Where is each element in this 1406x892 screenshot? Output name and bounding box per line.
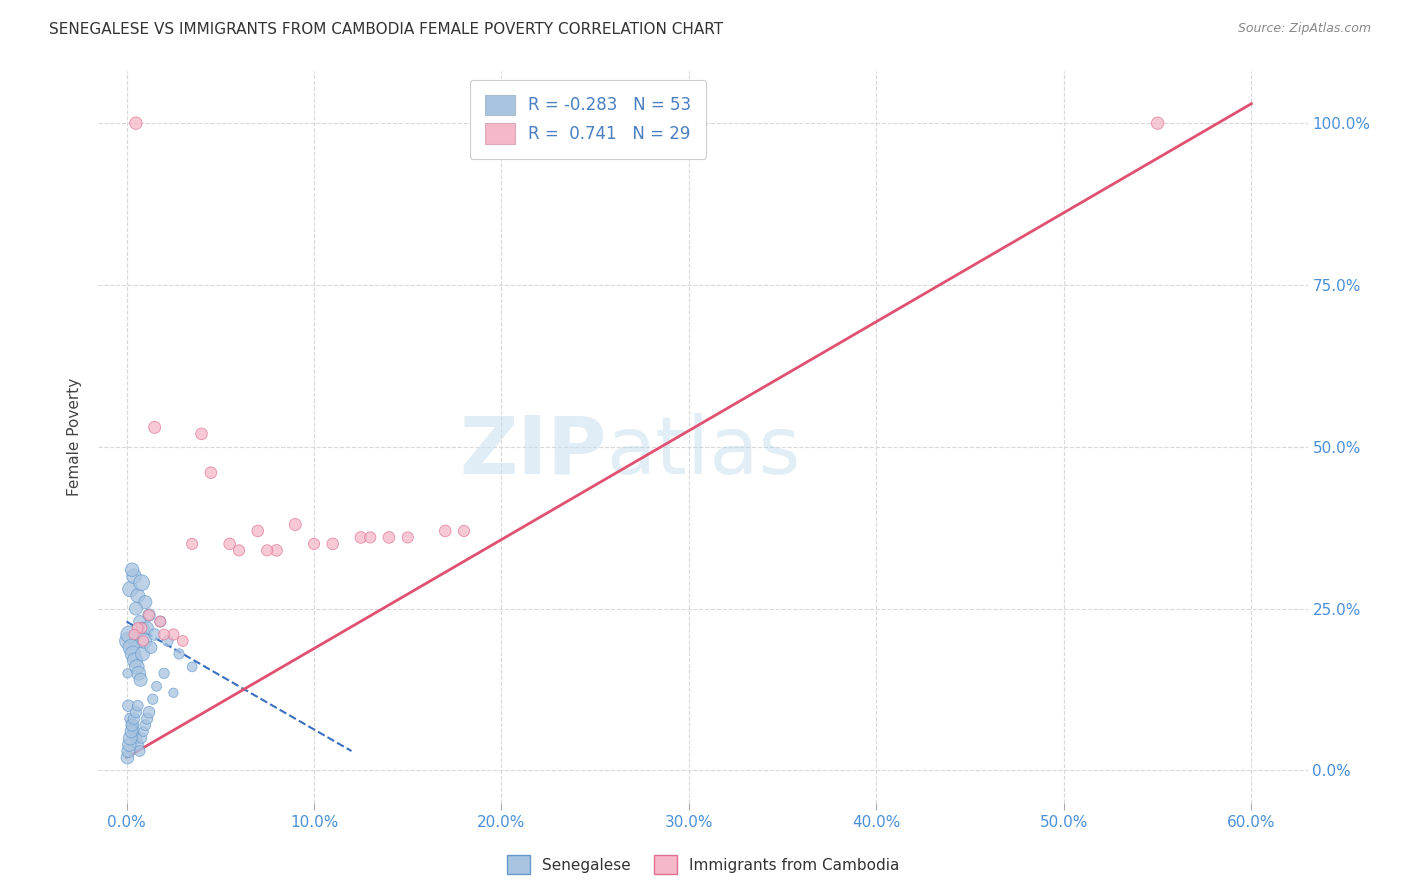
Point [127, 698, 149, 713]
Point [228, 543, 250, 558]
Text: Source: ZipAtlas.com: Source: ZipAtlas.com [1237, 22, 1371, 36]
Point [359, 530, 381, 544]
Point [128, 744, 150, 758]
Point [134, 595, 156, 609]
Point [134, 634, 156, 648]
Point [172, 634, 194, 648]
Point [190, 426, 212, 441]
Point [132, 724, 155, 739]
Point [121, 718, 143, 732]
Point [121, 563, 143, 577]
Point [120, 582, 142, 597]
Point [138, 608, 160, 623]
Point [162, 627, 184, 641]
Point [120, 724, 142, 739]
Point [149, 615, 172, 629]
Point [246, 524, 269, 538]
Point [118, 627, 141, 641]
Point [153, 666, 176, 681]
Point [136, 621, 159, 635]
Point [122, 627, 145, 641]
Text: ZIP: ZIP [458, 413, 606, 491]
Point [122, 712, 145, 726]
Point [122, 647, 145, 661]
Point [200, 466, 222, 480]
Point [128, 666, 150, 681]
Point [120, 712, 142, 726]
Legend: R = -0.283   N = 53, R =  0.741   N = 29: R = -0.283 N = 53, R = 0.741 N = 29 [470, 79, 706, 159]
Point [117, 744, 139, 758]
Point [122, 724, 145, 739]
Point [156, 634, 179, 648]
Text: atlas: atlas [606, 413, 800, 491]
Point [453, 524, 475, 538]
Point [125, 116, 148, 130]
Point [138, 608, 160, 623]
Point [132, 634, 155, 648]
Point [125, 660, 148, 674]
Point [378, 530, 401, 544]
Point [127, 738, 149, 752]
Point [434, 524, 457, 538]
Point [145, 679, 167, 693]
Point [127, 621, 149, 635]
Point [125, 705, 148, 719]
Point [122, 569, 145, 583]
Point [167, 647, 190, 661]
Legend: Senegalese, Immigrants from Cambodia: Senegalese, Immigrants from Cambodia [501, 849, 905, 880]
Point [125, 601, 148, 615]
Point [131, 575, 153, 590]
Point [396, 530, 419, 544]
Point [132, 621, 155, 635]
Point [284, 517, 307, 532]
Point [1146, 116, 1168, 130]
Point [143, 420, 166, 434]
Point [218, 537, 240, 551]
Point [118, 738, 141, 752]
Point [121, 718, 143, 732]
Point [117, 634, 139, 648]
Point [153, 627, 176, 641]
Point [129, 673, 152, 687]
Point [117, 666, 139, 681]
Point [124, 653, 146, 667]
Point [131, 621, 153, 635]
Point [138, 705, 160, 719]
Point [302, 537, 325, 551]
Point [127, 589, 149, 603]
Point [181, 660, 204, 674]
Point [131, 647, 153, 661]
Point [134, 718, 156, 732]
Point [139, 640, 162, 655]
Point [117, 750, 139, 764]
Point [350, 530, 373, 544]
Point [266, 543, 288, 558]
Y-axis label: Female Poverty: Female Poverty [67, 378, 83, 496]
Point [136, 712, 159, 726]
Point [143, 627, 166, 641]
Point [142, 692, 165, 706]
Text: SENEGALESE VS IMMIGRANTS FROM CAMBODIA FEMALE POVERTY CORRELATION CHART: SENEGALESE VS IMMIGRANTS FROM CAMBODIA F… [49, 22, 723, 37]
Point [120, 731, 142, 745]
Point [117, 698, 139, 713]
Point [131, 731, 153, 745]
Point [322, 537, 344, 551]
Point [181, 537, 204, 551]
Point [125, 731, 148, 745]
Point [256, 543, 278, 558]
Point [162, 686, 184, 700]
Point [120, 640, 142, 655]
Point [149, 615, 172, 629]
Point [128, 615, 150, 629]
